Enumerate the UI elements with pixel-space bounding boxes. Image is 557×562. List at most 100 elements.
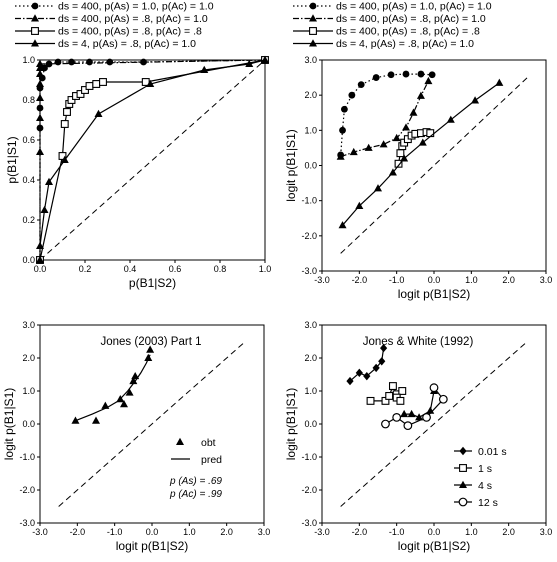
x-tick-label: 0.4: [124, 264, 137, 274]
y-tick-label: 2.0: [304, 353, 317, 363]
chart-title: Jones & White (1992): [363, 336, 474, 348]
data-point: [336, 152, 345, 160]
data-point: [385, 391, 394, 400]
data-point: [374, 184, 382, 192]
chance-diagonal-line: [340, 341, 528, 507]
series-ds-400-p-as-8-p-ac-8: [394, 128, 435, 168]
data-point: [245, 59, 254, 67]
data-point: [36, 69, 44, 77]
x-axis-label: logit p(B1|S2): [398, 287, 471, 301]
data-point: [346, 376, 354, 386]
x-tick-label: 2.0: [220, 527, 233, 537]
data-point: [348, 91, 356, 99]
chance-diagonal-line: [58, 341, 246, 507]
y-tick-label: 2.0: [22, 353, 35, 363]
data-point: [415, 413, 424, 421]
y-tick-label: 1.0: [22, 386, 35, 396]
data-point: [394, 159, 403, 168]
data-point: [388, 382, 397, 390]
y-tick-label: 0.0: [22, 255, 35, 265]
data-point: [396, 149, 405, 158]
data-point: [380, 343, 388, 353]
data-point: [416, 91, 425, 99]
legend-label: 12 s: [478, 497, 498, 509]
x-tick-label: 0.0: [146, 527, 159, 537]
data-point: [392, 133, 401, 142]
y-axis-label: logit p(B1|S1): [284, 129, 298, 202]
y-tick-label: 0.8: [22, 95, 35, 105]
data-point: [36, 79, 44, 87]
data-point: [60, 120, 69, 128]
data-point: [355, 368, 363, 378]
x-tick-label: -2.0: [352, 275, 368, 285]
legend-marker: [459, 464, 467, 472]
legend-marker: [176, 437, 184, 445]
data-point: [120, 400, 128, 408]
y-tick-label: 0.2: [22, 215, 35, 225]
data-point: [76, 90, 85, 98]
series-ds-4-p-as-8-p-ac-1-0: [36, 55, 269, 263]
data-point: [364, 143, 373, 151]
chance-diagonal-line: [39, 59, 266, 261]
data-point: [36, 241, 44, 249]
data-point: [355, 201, 364, 209]
y-tick-label: 0.6: [22, 135, 35, 145]
data-point: [36, 147, 44, 155]
x-tick-label: -1.0: [389, 527, 405, 537]
data-point: [417, 70, 425, 78]
data-point: [366, 396, 375, 405]
chart-panel-p2: -3.0 -2.0 -1.0 0.0 1.0 2.0 3.0 -3.0 -2.0 -1.0 0.0 1…: [284, 1, 552, 302]
series-line: [340, 73, 433, 156]
chance-diagonal-line: [340, 77, 528, 254]
data-point: [200, 65, 209, 73]
legend-label: ds = 400, p(As) = .8, p(Ac) = 1.0: [58, 13, 208, 25]
data-point: [63, 108, 71, 116]
legend-marker: [31, 14, 39, 22]
x-tick-label: 0.8: [214, 264, 227, 274]
data-point: [418, 138, 427, 146]
y-tick-label: -2.0: [301, 485, 317, 495]
data-point: [106, 58, 114, 66]
data-point: [409, 108, 418, 116]
data-point: [428, 71, 436, 79]
data-point: [403, 421, 413, 431]
x-tick-label: -2.0: [352, 527, 368, 537]
y-tick-label: -2.0: [19, 485, 35, 495]
data-point: [471, 96, 480, 104]
data-point: [81, 86, 89, 94]
x-tick-label: 0.0: [428, 527, 441, 537]
legend-label: obt: [201, 437, 216, 449]
data-point: [99, 78, 107, 86]
y-tick-label: 1.0: [22, 55, 35, 65]
x-tick-label: 3.0: [540, 527, 553, 537]
series-line: [75, 354, 151, 422]
legend-label: ds = 400, p(As) = 1.0, p(Ac) = 1.0: [336, 1, 492, 13]
series-ds-400-p-as-8-p-ac-1-0: [336, 76, 433, 160]
x-tick-label: 0.6: [169, 264, 182, 274]
data-point: [379, 140, 388, 148]
data-point: [400, 154, 409, 162]
data-point: [429, 383, 439, 393]
chart-panel-p4: -3.0 -2.0 -1.0 0.0 1.0 2.0 3.0-3.0-2.0-1.00.01…: [284, 320, 552, 553]
y-axis-label: logit p(B1|S1): [2, 388, 16, 461]
data-point: [398, 387, 407, 395]
legend-label: 4 s: [478, 480, 492, 492]
data-point: [36, 255, 44, 263]
legend-label: ds = 400, p(As) = .8, p(Ac) = .8: [336, 26, 480, 38]
x-tick-label: 3.0: [258, 527, 271, 537]
y-tick-label: -1.0: [301, 452, 317, 462]
data-point: [85, 82, 94, 90]
legend-marker: [309, 39, 317, 47]
y-axis-label: logit p(B1|S1): [284, 388, 298, 461]
y-tick-label: 0.0: [22, 419, 35, 429]
x-tick-label: 2.0: [502, 527, 515, 537]
y-tick-label: -2.0: [301, 231, 317, 241]
y-tick-label: -3.0: [301, 266, 317, 276]
data-point: [388, 168, 397, 176]
data-point: [407, 409, 416, 418]
y-tick-label: 1.0: [304, 386, 317, 396]
data-point: [400, 409, 409, 418]
data-point: [36, 63, 44, 71]
data-point: [68, 58, 75, 66]
